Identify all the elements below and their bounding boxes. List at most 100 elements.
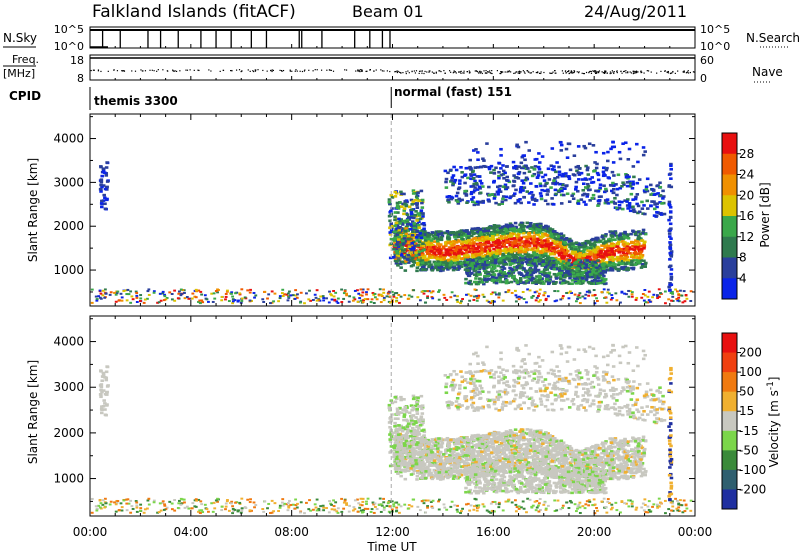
echo-cell bbox=[517, 271, 521, 274]
nave-point bbox=[153, 70, 155, 72]
nave-point bbox=[530, 72, 532, 74]
nave-point bbox=[453, 70, 455, 72]
echo-cell bbox=[574, 188, 578, 191]
echo-cell bbox=[483, 165, 488, 169]
echo-cell bbox=[674, 288, 677, 291]
echo-cell bbox=[671, 292, 675, 295]
echo-cell bbox=[444, 251, 449, 255]
echo-cell bbox=[213, 297, 217, 300]
echo-cell bbox=[556, 273, 560, 276]
nave-point bbox=[578, 72, 580, 74]
echo-cell bbox=[625, 204, 630, 207]
echo-cell bbox=[278, 297, 282, 300]
echo-cell bbox=[494, 241, 498, 245]
nave-point bbox=[609, 71, 611, 73]
echo-cell bbox=[497, 188, 502, 191]
echo-cell bbox=[622, 247, 627, 251]
echo-cell bbox=[597, 264, 601, 268]
echo-cell bbox=[554, 170, 558, 174]
echo-cell bbox=[152, 290, 156, 293]
echo-cell bbox=[478, 191, 483, 195]
echo-cell bbox=[540, 155, 545, 158]
echo-cell bbox=[437, 245, 442, 248]
echo-cell bbox=[580, 277, 585, 280]
nave-point bbox=[247, 69, 249, 71]
echo-cell bbox=[504, 195, 509, 199]
nave-point bbox=[625, 70, 627, 72]
echo-cell bbox=[375, 298, 379, 301]
echo-cell bbox=[315, 299, 319, 302]
echo-cell bbox=[652, 193, 657, 196]
echo-cell bbox=[646, 295, 650, 298]
echo-cell bbox=[559, 149, 564, 152]
echo-cell bbox=[537, 274, 542, 278]
nave-point bbox=[329, 69, 331, 71]
nave-point bbox=[520, 71, 522, 73]
echo-cell bbox=[142, 301, 146, 304]
echo-cell bbox=[677, 293, 681, 296]
echo-cell bbox=[685, 297, 689, 300]
echo-cell bbox=[481, 264, 485, 268]
echo-cell bbox=[409, 227, 413, 231]
echo-cell bbox=[504, 236, 509, 239]
echo-cell bbox=[532, 236, 536, 239]
nave-point bbox=[452, 72, 454, 74]
echo-cell bbox=[527, 231, 532, 235]
echo-cell bbox=[546, 254, 551, 258]
echo-cell bbox=[574, 180, 579, 184]
echo-cell bbox=[483, 275, 488, 278]
echo-cell bbox=[636, 211, 640, 215]
nave-point bbox=[326, 69, 328, 71]
echo-cell bbox=[536, 171, 541, 174]
echo-cell bbox=[653, 203, 657, 206]
nave-point bbox=[186, 69, 189, 71]
echo-cell bbox=[611, 200, 616, 204]
echo-cell bbox=[390, 298, 394, 301]
echo-cell bbox=[502, 275, 506, 278]
echo-cell bbox=[632, 248, 636, 251]
echo-cell bbox=[616, 259, 620, 262]
echo-cell bbox=[543, 291, 547, 294]
echo-cell bbox=[613, 244, 618, 247]
nave-point bbox=[601, 71, 603, 73]
echo-cell bbox=[575, 169, 579, 173]
echo-cell bbox=[574, 185, 578, 189]
echo-cell bbox=[633, 250, 638, 254]
echo-cell bbox=[546, 225, 550, 229]
nave-point bbox=[123, 70, 125, 72]
nave-point bbox=[294, 70, 296, 72]
echo-cell bbox=[502, 260, 506, 264]
echo-cell bbox=[536, 174, 541, 177]
echo-cell bbox=[517, 245, 521, 249]
echo-cell bbox=[455, 258, 460, 261]
echo-cell bbox=[517, 233, 521, 236]
echo-cell bbox=[628, 251, 632, 255]
echo-cell bbox=[527, 170, 532, 173]
echo-cell bbox=[426, 295, 430, 298]
echo-cell bbox=[436, 234, 440, 238]
echo-cell bbox=[422, 227, 426, 231]
echo-cell bbox=[103, 196, 107, 200]
echo-cell bbox=[396, 211, 400, 214]
echo-cell bbox=[492, 233, 497, 236]
echo-cell bbox=[547, 281, 551, 285]
echo-cell bbox=[336, 297, 340, 300]
echo-cell bbox=[122, 290, 126, 293]
echo-cell bbox=[596, 282, 600, 285]
echo-cell bbox=[564, 172, 568, 175]
echo-cell bbox=[500, 245, 505, 248]
echo-cell bbox=[534, 225, 538, 229]
echo-cell bbox=[505, 230, 509, 233]
echo-cell bbox=[588, 291, 592, 294]
echo-cell bbox=[546, 249, 550, 253]
echo-cell bbox=[394, 221, 399, 225]
echo-cell bbox=[419, 259, 423, 263]
echo-cell bbox=[641, 293, 645, 296]
echo-cell bbox=[487, 165, 492, 169]
echo-cell bbox=[248, 299, 252, 302]
echo-cell bbox=[594, 166, 599, 170]
echo-cell bbox=[553, 177, 557, 180]
echo-cell bbox=[407, 294, 411, 297]
echo-cell bbox=[528, 289, 532, 292]
echo-cell bbox=[680, 294, 684, 297]
